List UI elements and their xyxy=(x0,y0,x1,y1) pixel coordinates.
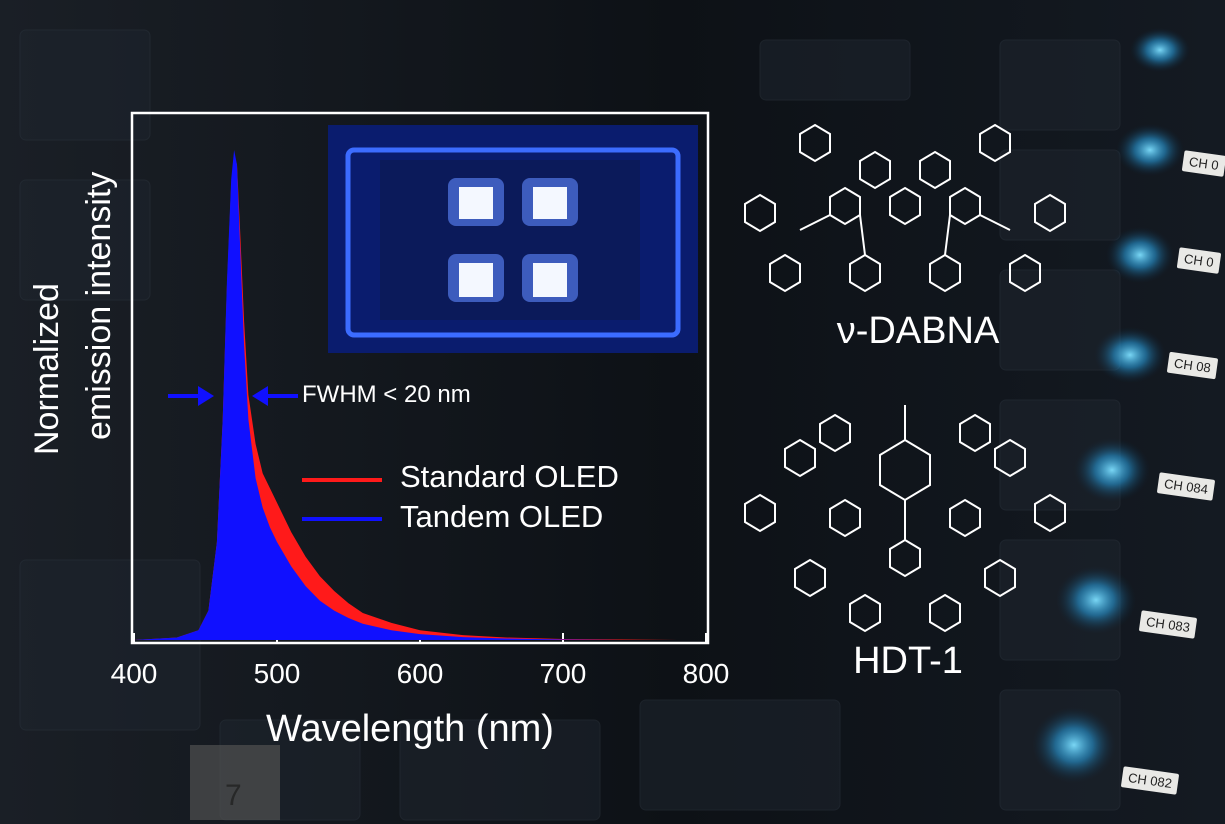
x-tick-label: 500 xyxy=(253,658,301,689)
molecule-structure-hdt-1 xyxy=(744,405,1066,633)
lit-pixel xyxy=(448,178,504,226)
svg-text:7: 7 xyxy=(225,779,242,812)
device-photo-inset xyxy=(328,125,698,353)
x-tick-label: 800 xyxy=(682,658,730,689)
x-tick-label: 700 xyxy=(539,658,587,689)
lit-pixel xyxy=(448,254,504,302)
y-axis-label-line-1: Normalized xyxy=(28,283,66,455)
fwhm-annotation: FWHM < 20 nm xyxy=(302,381,471,408)
molecule-structure-v-dabna xyxy=(744,123,1066,293)
y-axis-label-line-2: emission intensity xyxy=(80,171,118,440)
series-area-tandem-oled xyxy=(134,150,678,640)
x-tick-label: 400 xyxy=(110,658,158,689)
molecule-label-v-dabna: ν-DABNA xyxy=(836,310,1000,352)
lit-pixel xyxy=(522,254,578,302)
legend-label-standard-oled: Standard OLED xyxy=(400,459,619,494)
molecule-label-hdt-1: HDT-1 xyxy=(853,640,963,682)
legend-label-tandem-oled: Tandem OLED xyxy=(400,499,604,534)
x-axis-label: Wavelength (nm) xyxy=(266,708,554,750)
x-tick-label: 600 xyxy=(396,658,444,689)
series-area-standard-oled xyxy=(134,154,678,640)
lit-pixel xyxy=(522,178,578,226)
fwhm-arrows xyxy=(168,386,298,406)
